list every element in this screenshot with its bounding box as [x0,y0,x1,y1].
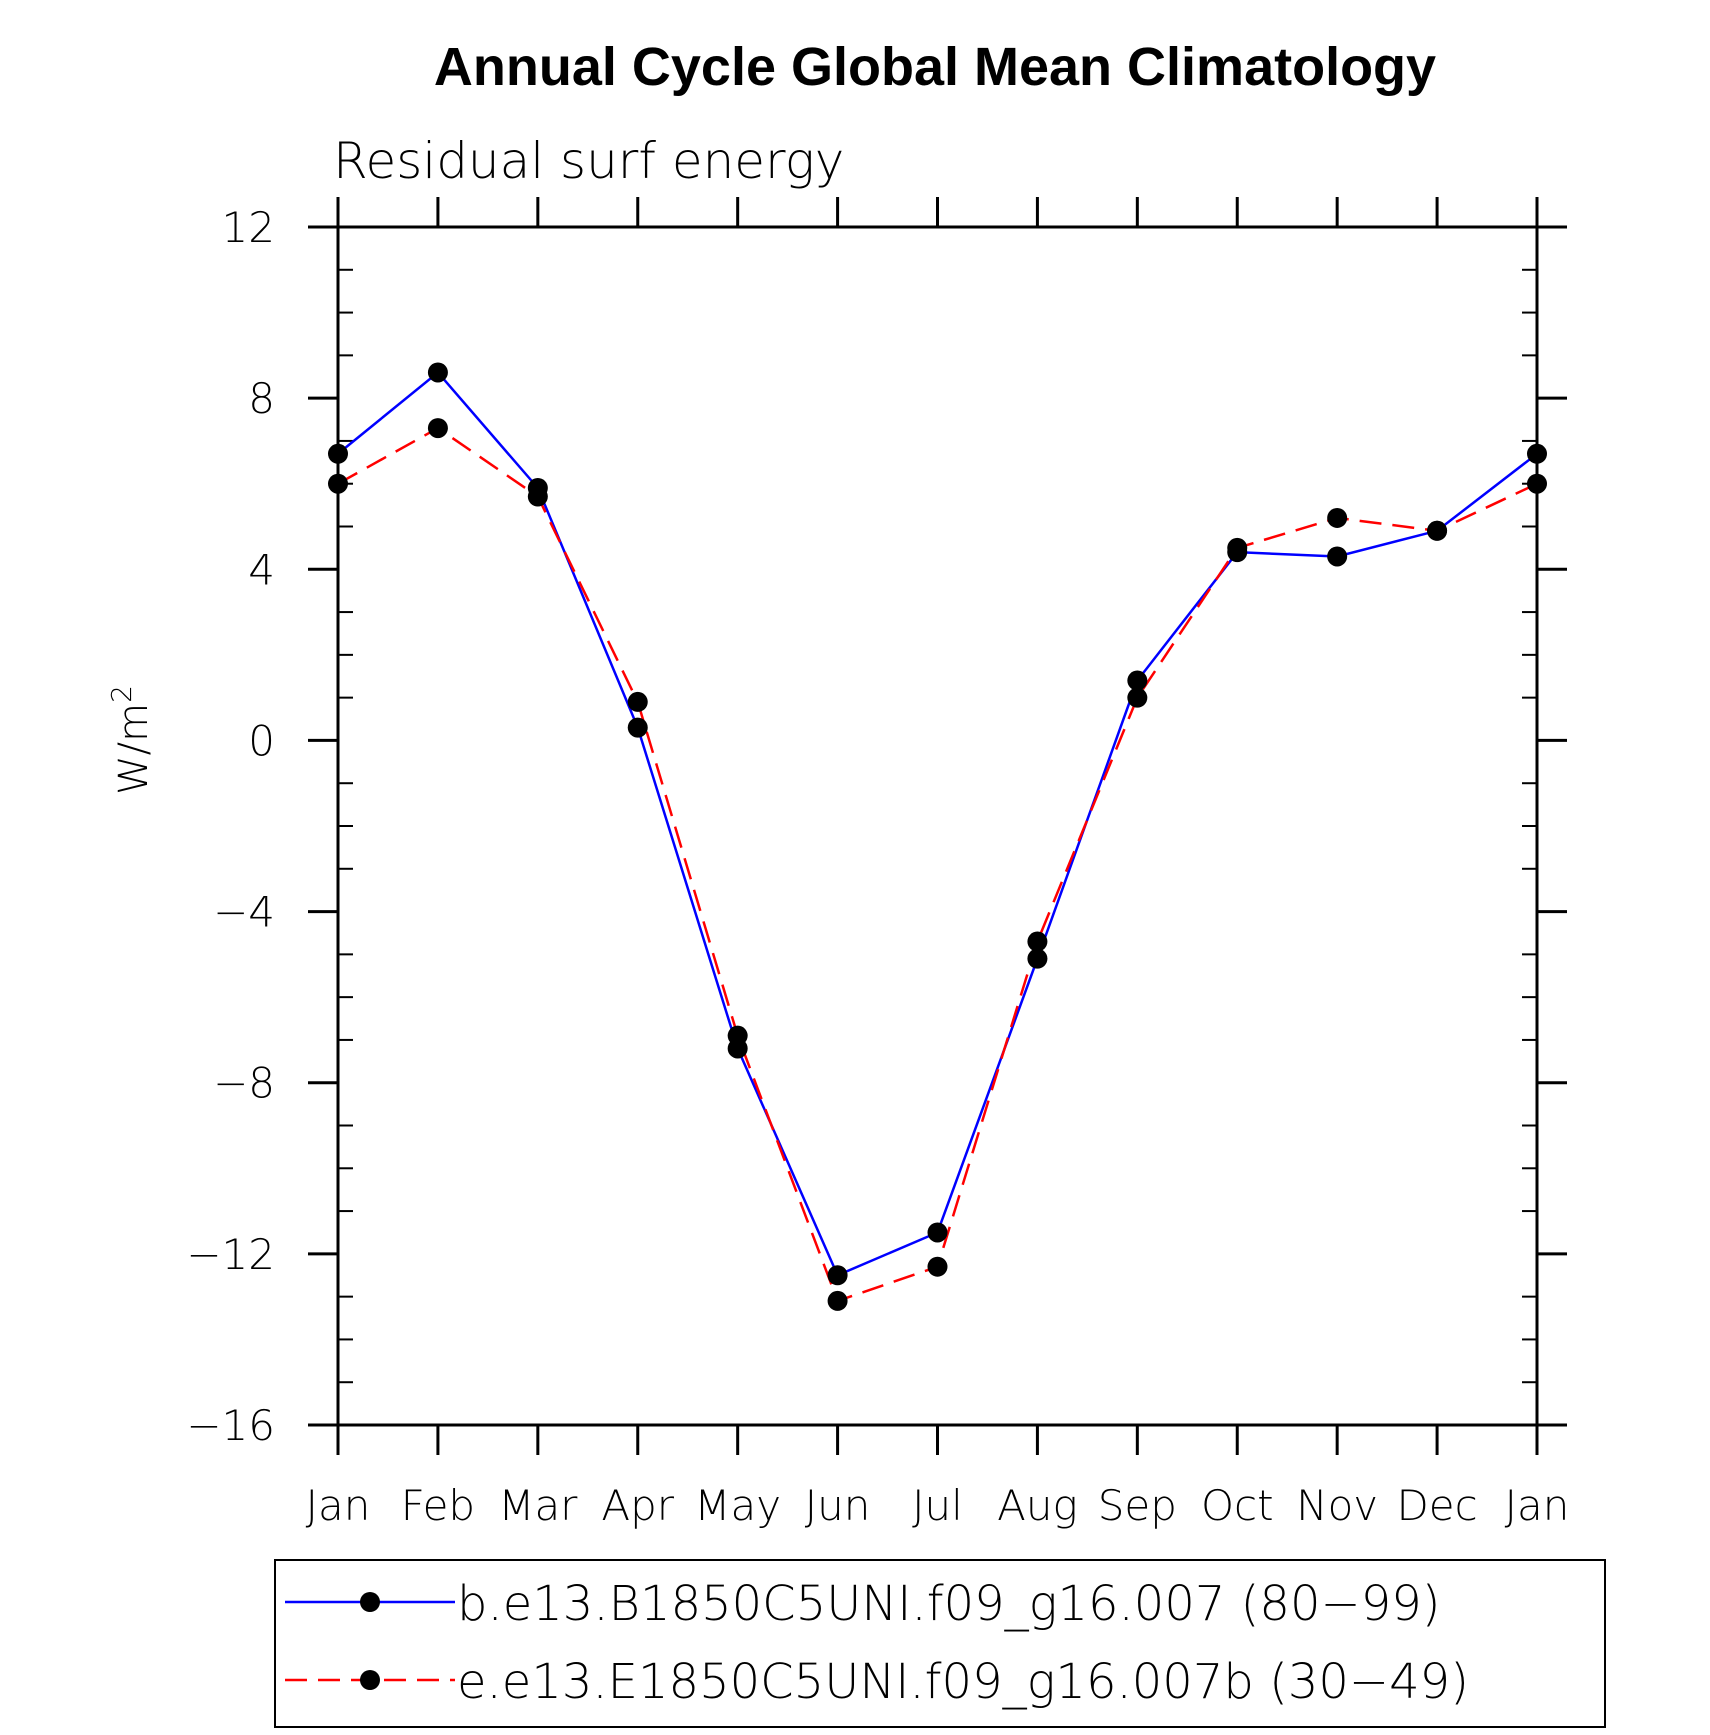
y-tick-label: 4 [248,545,275,594]
series-2-point [1427,520,1448,541]
series-2-point [427,418,448,439]
series-2-point [627,691,648,712]
plot-frame [336,225,1539,1427]
y-axis-label-text: W/m [111,703,157,795]
x-tick-labels: Jan Feb Mar Apr May Jun Jul Aug Sep Oct Nov Dec Jan [306,1481,1570,1530]
series-1-point [1527,443,1547,464]
series-group [328,362,1547,1311]
y-tick-label: −4 [213,888,275,937]
series-2-point [1127,687,1148,708]
series-2-point [1027,931,1048,952]
y-tick-label: −12 [186,1230,275,1279]
x-tick-label: Jan [1505,1481,1570,1530]
x-tick-label: Mar [498,1481,578,1530]
chart-subtitle: Residual surf energy [333,132,844,190]
legend-marker-series-2 [360,1670,380,1690]
x-tick-label: Sep [1098,1481,1177,1530]
series-1-point [927,1222,948,1243]
legend-marker-series-1 [360,1592,380,1612]
y-tick-labels: 12 8 4 0 −4 −8 −12 −16 [186,203,275,1450]
series-line-1 [337,370,1538,1277]
legend-label-series-1: b.e13.B1850C5UNI.f09_g16.007 (80−99) [457,1576,1441,1632]
legend: b.e13.B1850C5UNI.f09_g16.007 (80−99) e.e… [274,1559,1606,1728]
y-tick-label: 8 [248,374,275,423]
x-tick-label: Oct [1201,1481,1274,1530]
x-tick-label: May [694,1481,781,1530]
x-tick-label: Jul [912,1481,963,1530]
x-tick-label: Feb [401,1481,475,1530]
legend-box [274,1559,1606,1728]
series-2-point [1327,507,1348,528]
series-2-point [328,473,348,494]
y-axis-label-superscript: 2 [105,685,138,703]
series-1-point [328,443,348,464]
series-line-2 [337,426,1538,1303]
series-1-point [1327,546,1348,567]
series-2-point [727,1025,748,1046]
series-2-point [927,1256,948,1277]
y-tick-label: 0 [248,716,275,765]
svg-text:W/m2: W/m2 [105,685,157,795]
x-tick-label: Nov [1296,1481,1378,1530]
series-2-point [827,1290,848,1311]
x-tick-label: Dec [1396,1481,1477,1530]
x-tick-label: Aug [997,1481,1078,1530]
series-1-point [627,717,648,738]
y-axis-label: W/m2 [105,685,157,795]
x-tick-label: Apr [601,1481,674,1530]
series-1-point [827,1265,848,1286]
x-tick-label: Jun [805,1481,871,1530]
legend-label-series-2: e.e13.E1850C5UNI.f09_g16.007b (30−49) [457,1654,1469,1710]
series-2-point [1227,537,1248,558]
y-tick-label: 12 [222,203,275,252]
y-tick-label: −16 [186,1401,275,1450]
series-1-point [1027,948,1048,969]
series-2-point [1527,473,1547,494]
series-1-point [427,362,448,383]
series-1-point [1127,670,1148,691]
x-tick-label: Jan [306,1481,371,1530]
y-tick-label: −8 [213,1059,275,1108]
series-2-point [527,486,548,507]
chart-title: Annual Cycle Global Mean Climatology [434,37,1436,97]
